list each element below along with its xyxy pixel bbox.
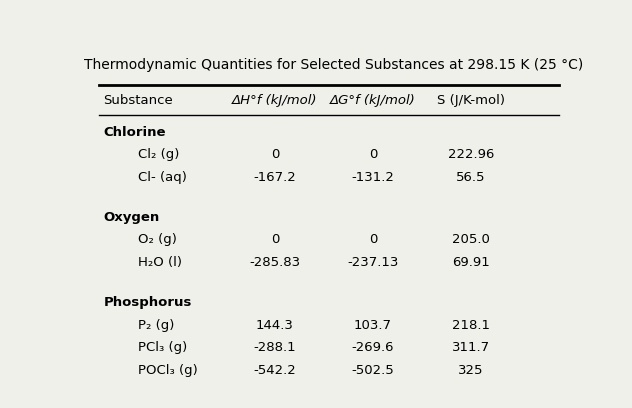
Text: POCl₃ (g): POCl₃ (g) (138, 364, 198, 377)
Text: 205.0: 205.0 (452, 233, 490, 246)
Text: Cl₂ (g): Cl₂ (g) (138, 149, 179, 161)
Text: -285.83: -285.83 (250, 256, 300, 269)
Text: -131.2: -131.2 (351, 171, 394, 184)
Text: Substance: Substance (104, 94, 173, 107)
Text: -269.6: -269.6 (351, 341, 394, 354)
Text: 0: 0 (368, 233, 377, 246)
Text: Thermodynamic Quantities for Selected Substances at 298.15 K (25 °C): Thermodynamic Quantities for Selected Su… (84, 58, 583, 72)
Text: 325: 325 (458, 364, 483, 377)
Text: S (J/K-mol): S (J/K-mol) (437, 94, 505, 107)
Text: 222.96: 222.96 (447, 149, 494, 161)
Text: 69.91: 69.91 (452, 256, 490, 269)
Text: Cl- (aq): Cl- (aq) (138, 171, 186, 184)
Text: Oxygen: Oxygen (104, 211, 160, 224)
Text: -167.2: -167.2 (253, 171, 296, 184)
Text: -542.2: -542.2 (253, 364, 296, 377)
Text: PCl₃ (g): PCl₃ (g) (138, 341, 187, 354)
Text: ΔH°f (kJ/mol): ΔH°f (kJ/mol) (232, 94, 318, 107)
Text: -288.1: -288.1 (253, 341, 296, 354)
Text: 144.3: 144.3 (256, 319, 294, 332)
Text: -502.5: -502.5 (351, 364, 394, 377)
Text: 56.5: 56.5 (456, 171, 485, 184)
Text: P₂ (g): P₂ (g) (138, 319, 174, 332)
Text: 0: 0 (270, 149, 279, 161)
Text: 0: 0 (270, 233, 279, 246)
Text: Phosphorus: Phosphorus (104, 296, 192, 309)
Text: O₂ (g): O₂ (g) (138, 233, 177, 246)
Text: 0: 0 (368, 149, 377, 161)
Text: Chlorine: Chlorine (104, 126, 166, 139)
Text: ΔG°f (kJ/mol): ΔG°f (kJ/mol) (330, 94, 416, 107)
Text: 103.7: 103.7 (354, 319, 392, 332)
Text: H₂O (l): H₂O (l) (138, 256, 182, 269)
Text: 311.7: 311.7 (452, 341, 490, 354)
Text: -237.13: -237.13 (347, 256, 399, 269)
Text: 218.1: 218.1 (452, 319, 490, 332)
